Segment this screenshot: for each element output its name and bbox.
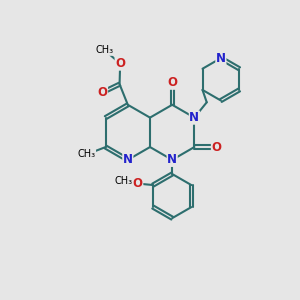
Text: O: O	[115, 57, 125, 70]
Text: O: O	[98, 86, 107, 99]
Text: CH₃: CH₃	[96, 45, 114, 55]
Text: N: N	[123, 153, 133, 167]
Text: O: O	[167, 76, 177, 89]
Text: CH₃: CH₃	[115, 176, 133, 186]
Text: N: N	[216, 52, 226, 64]
Text: O: O	[133, 177, 143, 190]
Text: N: N	[189, 111, 200, 124]
Text: N: N	[167, 153, 177, 167]
Text: O: O	[212, 141, 221, 154]
Text: CH₃: CH₃	[77, 149, 96, 159]
